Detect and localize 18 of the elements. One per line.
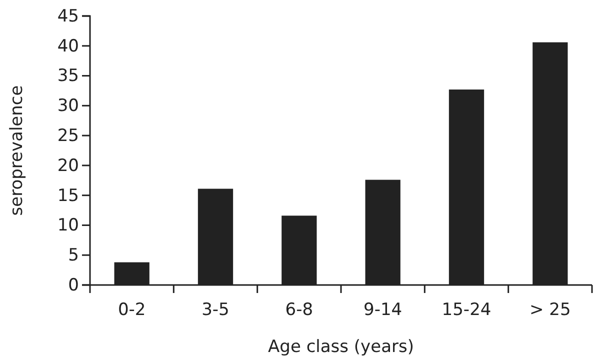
y-tick-label: 25	[57, 126, 79, 146]
y-tick-label: 10	[57, 216, 79, 236]
x-tick-label: 0-2	[118, 300, 146, 320]
x-tick-label: 6-8	[285, 300, 314, 320]
y-tick-label: 0	[68, 275, 79, 296]
x-axis-title: Age class (years)	[268, 337, 414, 357]
y-tick-label: 15	[57, 186, 79, 206]
y-tick-label: 20	[57, 156, 79, 176]
y-tick-label: 40	[57, 36, 79, 56]
x-tick-label: 3-5	[202, 300, 230, 320]
y-tick-label: 5	[68, 246, 79, 266]
y-axis-title: seroprevalence	[7, 85, 27, 216]
x-tick-label: 9-14	[364, 300, 402, 320]
y-tick-label: 45	[57, 6, 79, 26]
y-tick-label: 35	[57, 66, 79, 86]
x-tick-label: 15-24	[442, 300, 492, 320]
x-tick-label: > 25	[530, 300, 571, 320]
y-tick-label: 30	[57, 96, 79, 116]
